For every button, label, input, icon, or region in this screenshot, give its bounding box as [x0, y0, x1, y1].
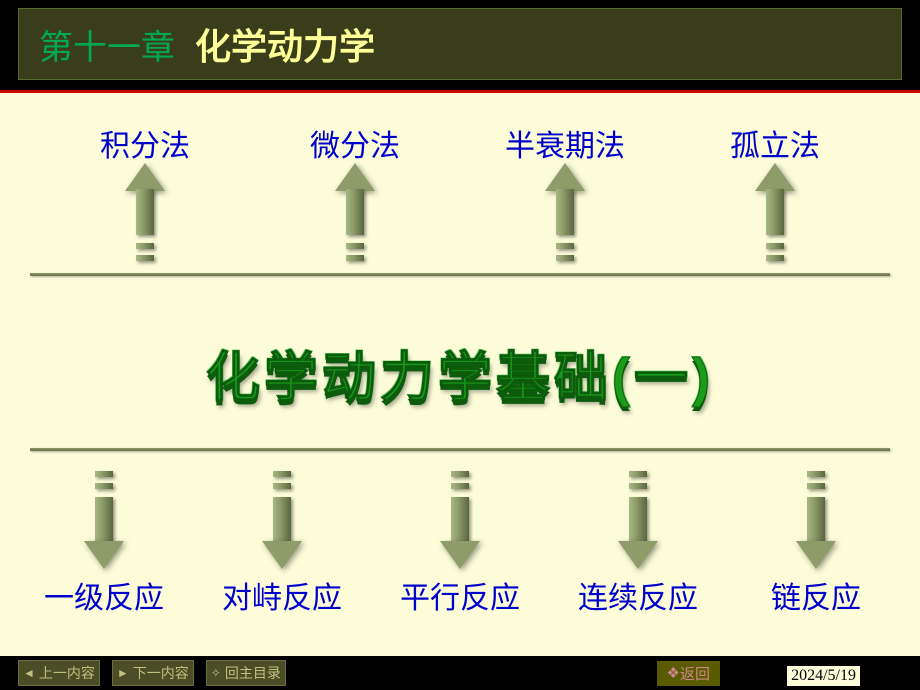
- prev-icon: ◄: [23, 666, 35, 681]
- home-button[interactable]: ✧ 回主目录: [206, 660, 286, 686]
- home-icon: ✧: [211, 666, 221, 681]
- return-icon: ❖: [667, 664, 680, 683]
- reaction-label: 链反应: [727, 573, 905, 617]
- down-arrow-icon: [796, 461, 836, 569]
- method-label: 积分法: [40, 121, 250, 165]
- divider-line-top: [30, 273, 890, 276]
- chapter-label: 第十一章: [39, 20, 175, 69]
- up-arrow-icon: [755, 163, 795, 271]
- method-label: 半衰期法: [460, 121, 670, 165]
- bottom-arrows-row: [0, 461, 920, 569]
- method-label: 孤立法: [670, 121, 880, 165]
- chapter-title: 化学动力学: [195, 18, 375, 70]
- header-region: 第十一章 化学动力学: [0, 0, 920, 90]
- next-icon: ►: [117, 666, 129, 681]
- down-arrow-icon: [618, 461, 658, 569]
- footer-bar: ◄ 上一内容 ► 下一内容 ✧ 回主目录 ❖ 返回 2024/5/19: [0, 656, 920, 690]
- up-arrow-icon: [335, 163, 375, 271]
- prev-button[interactable]: ◄ 上一内容: [18, 660, 100, 686]
- center-title: 化学动力学基础(一): [0, 333, 920, 412]
- footer-date: 2024/5/19: [787, 666, 860, 686]
- next-label: 下一内容: [133, 663, 189, 683]
- reaction-label: 连续反应: [549, 573, 727, 617]
- reaction-label: 平行反应: [371, 573, 549, 617]
- top-methods-row: 积分法 微分法 半衰期法 孤立法: [0, 121, 920, 165]
- top-arrows-row: [0, 163, 920, 271]
- return-button[interactable]: ❖ 返回: [657, 661, 720, 686]
- down-arrow-icon: [440, 461, 480, 569]
- content-area: 积分法 微分法 半衰期法 孤立法 化学动力学基础(一) 一级反应 对峙反应 平行…: [0, 93, 920, 649]
- return-label: 返回: [680, 663, 710, 684]
- next-button[interactable]: ► 下一内容: [112, 660, 194, 686]
- title-bar: 第十一章 化学动力学: [18, 8, 902, 80]
- divider-line-bottom: [30, 448, 890, 451]
- up-arrow-icon: [125, 163, 165, 271]
- down-arrow-icon: [262, 461, 302, 569]
- home-label: 回主目录: [225, 663, 281, 683]
- reaction-label: 对峙反应: [193, 573, 371, 617]
- prev-label: 上一内容: [39, 663, 95, 683]
- reaction-label: 一级反应: [15, 573, 193, 617]
- down-arrow-icon: [84, 461, 124, 569]
- method-label: 微分法: [250, 121, 460, 165]
- bottom-reactions-row: 一级反应 对峙反应 平行反应 连续反应 链反应: [0, 573, 920, 617]
- up-arrow-icon: [545, 163, 585, 271]
